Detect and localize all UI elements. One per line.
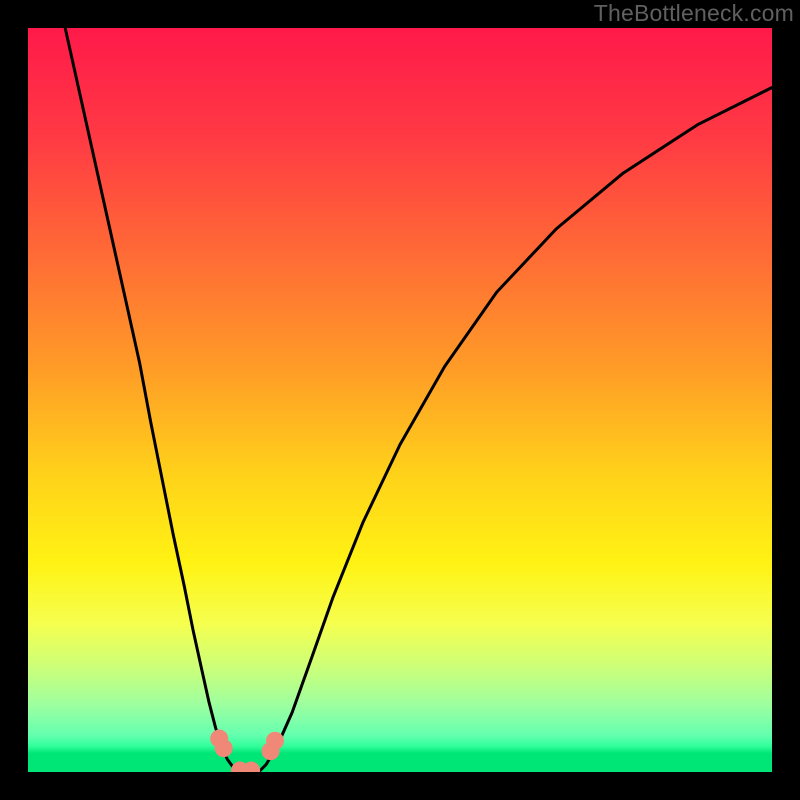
attribution-label: TheBottleneck.com bbox=[594, 0, 794, 27]
plot-area bbox=[28, 28, 772, 772]
gradient-background bbox=[28, 28, 772, 772]
figure-frame: TheBottleneck.com bbox=[0, 0, 800, 800]
